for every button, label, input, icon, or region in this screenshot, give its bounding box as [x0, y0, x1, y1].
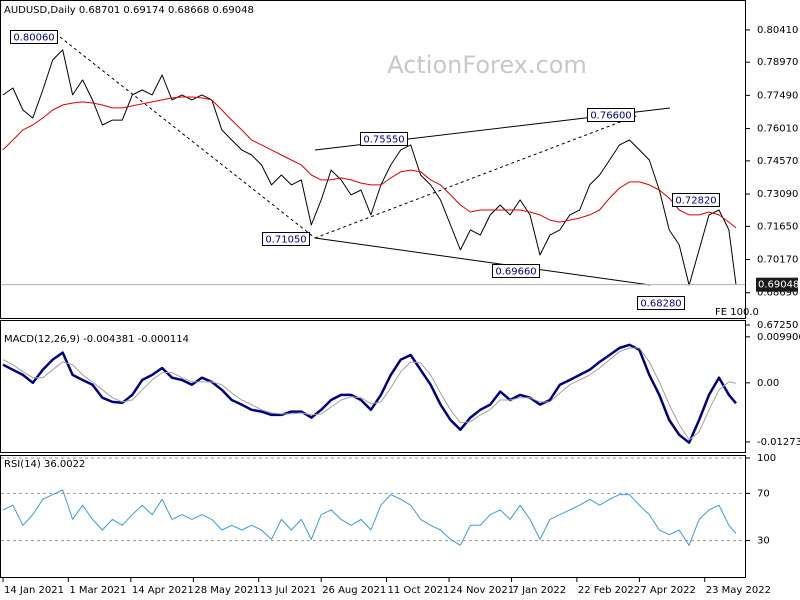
last-price-box — [756, 277, 798, 292]
annotation-box — [10, 30, 58, 44]
rsi-panel-frame — [0, 455, 746, 578]
x-tick-label: 23 May 2022 — [706, 585, 771, 596]
y-tick-label: 100 — [757, 453, 776, 464]
annotation-box — [672, 193, 720, 207]
y-tick-label: 0.68690 — [757, 288, 798, 299]
x-tick-label: 22 Feb 2022 — [578, 585, 640, 596]
y-tick-label: 0.00 — [757, 378, 779, 389]
x-tick-label: 14 Apr 2021 — [132, 585, 194, 596]
x-tick-label: 26 Aug 2021 — [322, 585, 386, 596]
watermark: ActionForex.com — [387, 51, 587, 79]
x-tick-label: 13 Jul 2021 — [260, 585, 317, 596]
macd-title: MACD(12,26,9) -0.004381 -0.000114 — [4, 334, 189, 345]
annotation: 0.71050 — [265, 235, 306, 246]
annotation: 0.69660 — [495, 267, 536, 278]
y-tick-label: -0.012733 — [757, 437, 800, 448]
y-tick-label: 0.76010 — [757, 124, 798, 135]
x-tick-label: 28 May 2021 — [194, 585, 259, 596]
annotation-box — [492, 264, 540, 278]
y-tick-label: 0.74570 — [757, 156, 798, 167]
price-title: AUDUSD,Daily 0.68701 0.69174 0.68668 0.6… — [4, 5, 254, 16]
annotation-box — [262, 232, 310, 246]
x-tick-label: 14 Jan 2021 — [4, 585, 64, 596]
y-tick-label: 0.67250 — [757, 320, 798, 331]
series-line — [2, 96, 737, 229]
annotation: 0.72820 — [675, 196, 716, 207]
y-tick-label: 0.009906 — [757, 332, 800, 343]
annotation-box — [637, 296, 685, 310]
series-line — [2, 347, 737, 441]
y-tick-label: 0.73090 — [757, 189, 798, 200]
y-tick-label: 0.70170 — [757, 255, 798, 266]
series-line — [2, 343, 737, 444]
x-tick-label: 7 Jan 2022 — [513, 585, 567, 596]
x-tick-label: 11 Oct 2021 — [388, 585, 450, 596]
y-tick-label: 70 — [757, 488, 770, 499]
annotation: 0.75550 — [363, 135, 404, 146]
y-tick-label: 30 — [757, 536, 770, 547]
fe-label: FE 100.0 — [715, 307, 759, 318]
macd-panel-frame — [0, 320, 746, 453]
annotation: 0.80060 — [13, 33, 54, 44]
x-tick-label: 24 Nov 2021 — [450, 585, 514, 596]
series-line — [2, 49, 737, 286]
dashed-trend-line — [59, 36, 316, 239]
last-price-label: 0.69048 — [758, 280, 799, 291]
y-tick-label: 0.80410 — [757, 25, 798, 36]
annotation: 0.68280 — [640, 299, 681, 310]
price-panel-frame — [0, 0, 746, 319]
x-tick-label: 7 Apr 2022 — [640, 585, 695, 596]
annotation: 0.76600 — [590, 111, 631, 122]
y-tick-label: 0.78970 — [757, 57, 798, 68]
y-tick-label: 0.71650 — [757, 221, 798, 232]
annotation-box — [360, 132, 408, 146]
series-line — [2, 489, 737, 546]
annotation-box — [587, 108, 635, 122]
rsi-title: RSI(14) 36.0022 — [4, 459, 85, 470]
x-tick-label: 1 Mar 2021 — [69, 585, 126, 596]
y-tick-label: 0.77490 — [757, 90, 798, 101]
channel-line — [314, 237, 651, 286]
